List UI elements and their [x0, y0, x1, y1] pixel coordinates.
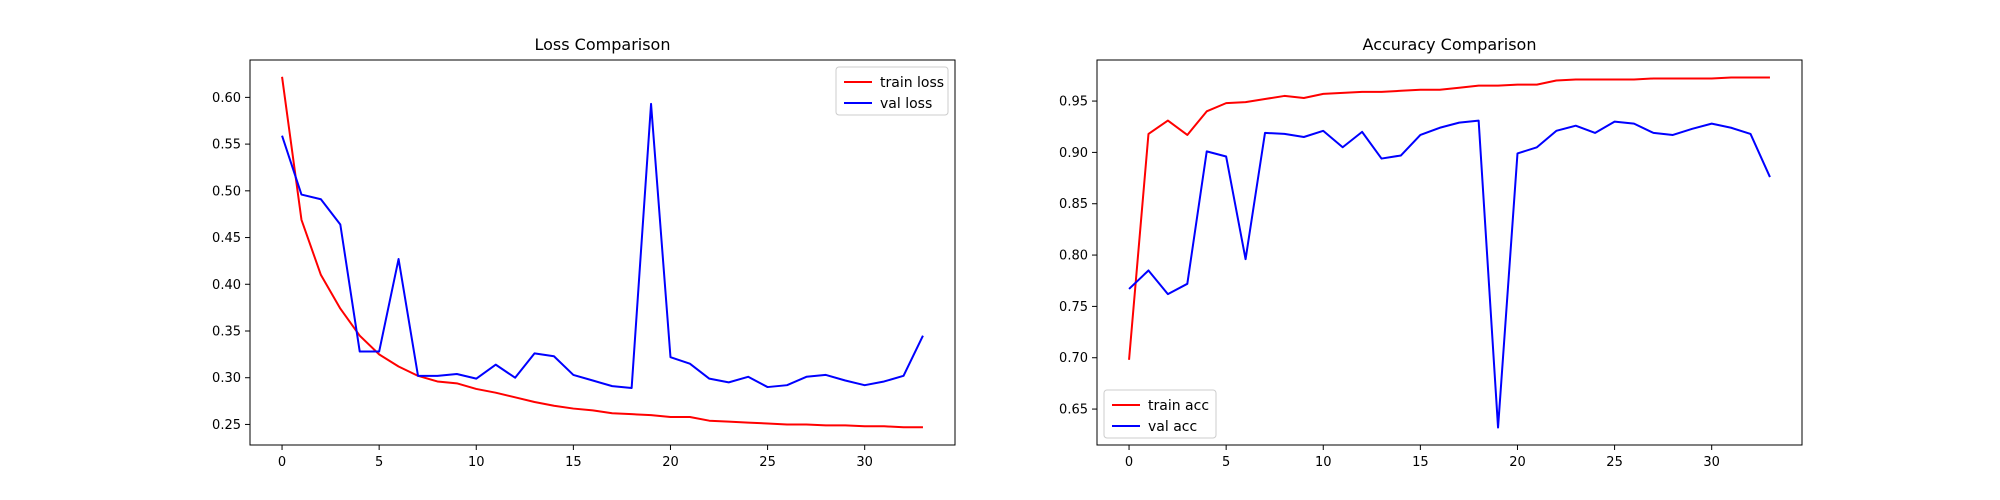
y-tick-label: 0.25 — [212, 418, 241, 433]
series-line-val-acc — [1128, 119, 1771, 429]
series-line-train-loss — [281, 76, 923, 429]
y-tick-label: 0.75 — [1059, 300, 1088, 315]
chart-title: Loss Comparison — [535, 35, 671, 54]
series-line-train-acc — [1128, 76, 1770, 360]
y-tick-label: 0.65 — [1059, 403, 1088, 418]
y-tick-label: 0.60 — [212, 91, 241, 106]
x-tick-label: 10 — [468, 455, 485, 470]
x-tick-label: 5 — [375, 455, 383, 470]
y-tick-label: 0.40 — [212, 278, 241, 293]
y-tick-label: 0.30 — [212, 371, 241, 386]
x-tick-label: 10 — [1315, 455, 1332, 470]
legend-label: val acc — [1148, 419, 1197, 435]
chart-panel-2: Accuracy Comparison 0 5 10 15 20 25 30 0.65 0.70 0… — [1059, 35, 1803, 470]
x-tick-label: 30 — [856, 455, 873, 470]
legend-label: val loss — [880, 96, 932, 112]
x-tick-label: 5 — [1222, 455, 1230, 470]
chart-panel-1: Loss Comparison 0 5 10 15 20 25 30 0.25 0.30 0.35 0… — [212, 35, 956, 470]
y-tick-label: 0.90 — [1059, 146, 1088, 161]
y-tick-label: 0.70 — [1059, 351, 1088, 366]
y-tick-label: 0.80 — [1059, 249, 1088, 264]
x-tick-label: 15 — [1412, 455, 1429, 470]
plot-frame — [249, 59, 956, 446]
y-tick-label: 0.55 — [212, 138, 241, 153]
y-tick-label: 0.35 — [212, 324, 241, 339]
y-tick-label: 0.45 — [212, 231, 241, 246]
x-tick-label: 25 — [1606, 455, 1623, 470]
x-tick-label: 0 — [1125, 455, 1133, 470]
x-tick-label: 15 — [565, 455, 582, 470]
x-tick-label: 20 — [662, 455, 679, 470]
legend: train acc val acc — [1103, 389, 1217, 439]
x-tick-label: 25 — [759, 455, 776, 470]
x-tick-label: 30 — [1703, 455, 1720, 470]
x-tick-label: 0 — [278, 455, 286, 470]
x-tick-label: 20 — [1509, 455, 1526, 470]
series-line-val-loss — [281, 102, 924, 389]
legend: train loss val loss — [835, 66, 949, 116]
legend-label: train loss — [880, 75, 944, 91]
chart-title: Accuracy Comparison — [1363, 35, 1537, 54]
legend-label: train acc — [1148, 398, 1209, 414]
y-tick-label: 0.95 — [1059, 95, 1088, 110]
plot-frame — [1096, 59, 1803, 446]
y-tick-label: 0.85 — [1059, 197, 1088, 212]
y-tick-label: 0.50 — [212, 184, 241, 199]
